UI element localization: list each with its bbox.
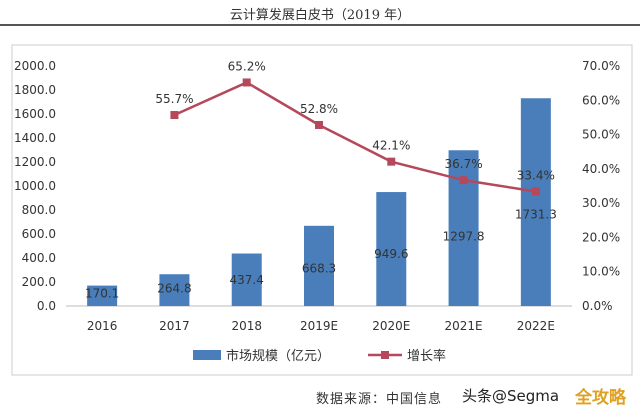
bar xyxy=(159,274,190,306)
left-tick-label: 200.0 xyxy=(22,275,56,289)
x-tick-label: 2017 xyxy=(159,319,190,333)
left-tick-label: 1600.0 xyxy=(14,107,56,121)
chart-frame xyxy=(11,44,633,376)
line-label: 36.7% xyxy=(445,157,483,171)
left-tick-label: 2000.0 xyxy=(14,59,56,73)
bar xyxy=(376,192,407,306)
right-tick-label: 40.0% xyxy=(582,162,620,176)
right-tick-label: 70.0% xyxy=(582,59,620,73)
left-tick-label: 1200.0 xyxy=(14,155,56,169)
chart: 0.0 200.0 400.0 600.0 800.0 1000.0 1200.0 1400.… xyxy=(11,44,633,376)
bar-label: 949.6 xyxy=(374,247,408,261)
line-label: 42.1% xyxy=(372,139,410,153)
right-tick-label: 50.0% xyxy=(582,128,620,142)
bar-label: 1297.8 xyxy=(443,230,485,244)
line-marker xyxy=(387,157,396,166)
bar-label: 170.1 xyxy=(85,287,119,301)
bar-label: 668.3 xyxy=(302,261,336,275)
growth-line xyxy=(173,81,537,193)
x-tick-label: 2021E xyxy=(445,319,483,333)
bar-label: 437.4 xyxy=(230,273,264,287)
page-title: 云计算发展白皮书（2019 年） xyxy=(229,8,411,23)
source-note: 数据来源：中国信息 xyxy=(316,392,443,407)
title-rule xyxy=(0,24,640,26)
left-tick-label: 1400.0 xyxy=(14,131,56,145)
left-tick-label: 800.0 xyxy=(22,203,56,217)
bar xyxy=(520,98,551,306)
left-tick-label: 1800.0 xyxy=(14,83,56,97)
line-marker xyxy=(170,111,179,120)
right-tick-label: 30.0% xyxy=(582,196,620,210)
line-label: 52.8% xyxy=(300,102,338,116)
x-tick-label: 2016 xyxy=(87,319,118,333)
x-tick-label: 2022E xyxy=(517,319,555,333)
line-marker xyxy=(315,120,323,129)
bar xyxy=(304,225,334,306)
left-tick-label: 600.0 xyxy=(22,227,56,241)
line-marker xyxy=(531,187,540,196)
bar xyxy=(87,285,118,306)
bar xyxy=(448,150,479,306)
legend-line-marker xyxy=(381,351,389,359)
left-tick-label: 1000.0 xyxy=(14,179,56,193)
line-marker xyxy=(459,176,468,185)
watermark: 头条@Segma xyxy=(462,387,560,405)
x-tick-label: 2019E xyxy=(300,319,338,333)
legend-bar-swatch xyxy=(193,350,221,360)
left-tick-label: 0.0 xyxy=(37,299,56,313)
right-tick-label: 0.0% xyxy=(582,299,613,313)
x-tick-label: 2018 xyxy=(231,319,262,333)
bar-label: 1731.3 xyxy=(515,208,557,222)
right-tick-label: 60.0% xyxy=(582,93,620,107)
bar xyxy=(231,253,262,306)
left-tick-label: 400.0 xyxy=(22,251,56,265)
bar-label: 264.8 xyxy=(157,282,191,296)
right-tick-label: 10.0% xyxy=(582,265,620,279)
legend-line-label: 增长率 xyxy=(407,348,446,364)
line-label: 33.4% xyxy=(517,168,555,182)
right-tick-label: 20.0% xyxy=(582,230,620,244)
line-label: 55.7% xyxy=(155,92,193,106)
legend-bar-label: 市场规模（亿元） xyxy=(226,348,330,364)
line-marker xyxy=(242,78,251,87)
line-label: 65.2% xyxy=(228,59,266,73)
x-tick-label: 2020E xyxy=(372,319,410,333)
watermark-2: 全攻略 xyxy=(575,388,626,408)
